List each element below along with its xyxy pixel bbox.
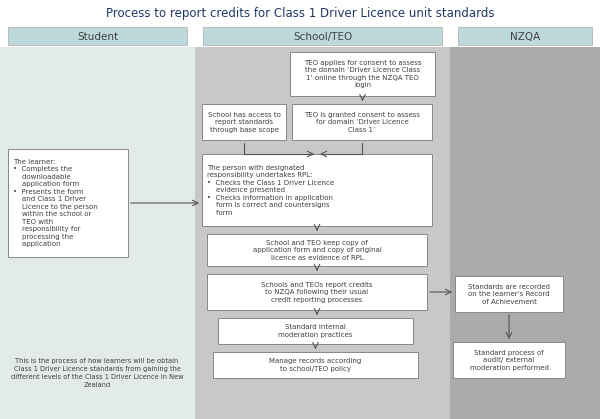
Bar	[455, 276, 563, 312]
Bar	[218, 318, 413, 344]
Bar	[8, 27, 187, 45]
Bar	[202, 154, 432, 226]
Text: Standard process of
audit/ external
moderation performed: Standard process of audit/ external mode…	[470, 349, 548, 370]
Bar	[202, 104, 286, 140]
Text: NZQA: NZQA	[510, 32, 540, 42]
Bar	[207, 274, 427, 310]
Text: TEO applies for consent to assess
the domain ‘Driver Licence Class
1’ online thr: TEO applies for consent to assess the do…	[304, 60, 421, 88]
Text: The person with designated
responsibility undertakes RPL:
•  Checks the Class 1 : The person with designated responsibilit…	[207, 165, 334, 215]
Bar	[0, 47, 195, 419]
Bar	[292, 104, 432, 140]
Bar	[213, 352, 418, 378]
Bar	[458, 27, 592, 45]
Text: School and TEO keep copy of
application form and copy of original
licence as evi: School and TEO keep copy of application …	[253, 240, 382, 261]
Text: Manage records according
to school/TEO policy: Manage records according to school/TEO p…	[269, 358, 362, 372]
Text: Student: Student	[77, 32, 118, 42]
Bar	[203, 27, 442, 45]
Text: The learner:
•  Completes the
    downloadable
    application form
•  Presents : The learner: • Completes the downloadabl…	[13, 159, 98, 247]
Bar	[453, 342, 565, 378]
Text: School has access to
report standards
through base scope: School has access to report standards th…	[208, 111, 280, 132]
Bar	[8, 149, 128, 257]
Bar	[290, 52, 435, 96]
Text: Standard internal
moderation practices: Standard internal moderation practices	[278, 324, 353, 338]
Bar	[450, 47, 600, 419]
Text: Schools and TEOs report credits
to NZQA following their usual
credit reporting p: Schools and TEOs report credits to NZQA …	[261, 282, 373, 303]
Text: School/TEO: School/TEO	[293, 32, 352, 42]
Bar	[195, 47, 450, 419]
Text: This is the process of how learners will be obtain
Class 1 Driver Licence standa: This is the process of how learners will…	[11, 358, 183, 388]
Text: Process to report credits for Class 1 Driver Licence unit standards: Process to report credits for Class 1 Dr…	[106, 7, 494, 20]
Bar	[207, 234, 427, 266]
Text: TEO is granted consent to assess
for domain ‘Driver Licence
Class 1’: TEO is granted consent to assess for dom…	[304, 111, 420, 132]
Text: Standards are recorded
on the learner’s Record
of Achievement: Standards are recorded on the learner’s …	[468, 284, 550, 305]
